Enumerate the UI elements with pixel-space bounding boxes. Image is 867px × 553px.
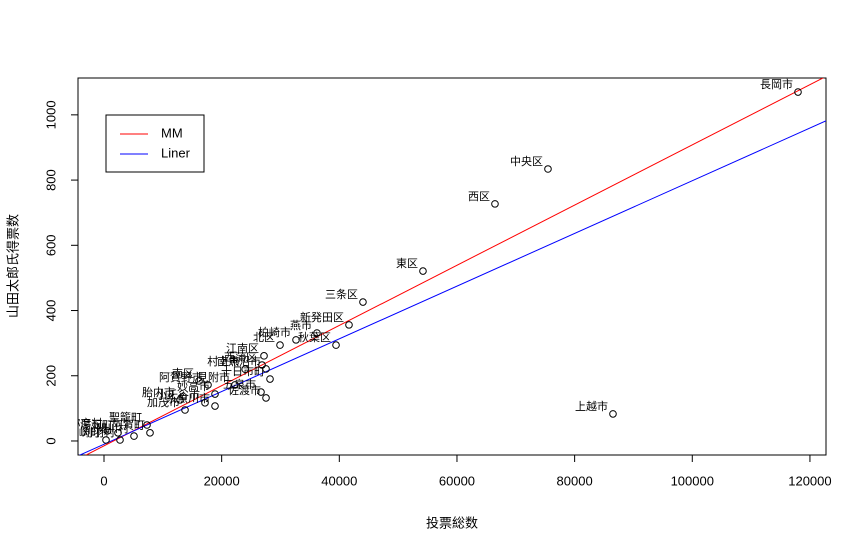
x-tick-label: 20000 bbox=[204, 473, 240, 488]
point-label: 糸魚川市 bbox=[166, 391, 210, 405]
point-label: 妙高市 bbox=[177, 379, 210, 393]
point-label: 上越市 bbox=[575, 399, 608, 413]
point bbox=[359, 298, 367, 306]
x-tick-label: 0 bbox=[100, 473, 107, 488]
point bbox=[491, 200, 499, 208]
legend-box bbox=[105, 114, 205, 173]
point-label: 西区 bbox=[468, 191, 490, 203]
x-tick-label: 120000 bbox=[788, 473, 831, 488]
point-label: 阿賀町 bbox=[112, 419, 145, 432]
fit-line bbox=[78, 120, 826, 455]
point bbox=[130, 432, 138, 440]
point-label: 柏崎市 bbox=[258, 325, 291, 339]
point bbox=[241, 365, 249, 374]
point bbox=[116, 436, 124, 444]
point bbox=[143, 421, 151, 429]
point-label: 加茂市 bbox=[147, 395, 180, 409]
point bbox=[146, 429, 154, 437]
point bbox=[231, 381, 239, 389]
point-label: 東区 bbox=[396, 257, 418, 270]
point bbox=[201, 399, 209, 407]
point-label: 刈羽村 bbox=[82, 425, 115, 439]
point bbox=[313, 329, 321, 337]
x-tick-label: 40000 bbox=[321, 473, 357, 488]
point-label: 十日市町 bbox=[221, 364, 265, 378]
point bbox=[266, 375, 274, 383]
y-tick-label: 400 bbox=[43, 300, 58, 322]
y-tick-label: 1000 bbox=[43, 100, 58, 129]
point bbox=[195, 377, 203, 385]
point-label: 胎内市 bbox=[142, 385, 175, 399]
point-label: 五泉市 bbox=[223, 377, 256, 391]
point-label: 弥彦村 bbox=[70, 416, 103, 430]
plot-frame bbox=[77, 77, 827, 456]
y-tick-label: 0 bbox=[43, 437, 58, 444]
point bbox=[609, 410, 617, 418]
point bbox=[276, 341, 284, 349]
point-label: 佐渡市 bbox=[228, 383, 261, 397]
point-label: 湯沢町 bbox=[80, 418, 113, 432]
point-label: 南魚沼市 bbox=[217, 354, 261, 368]
y-tick-label: 600 bbox=[43, 234, 58, 256]
point-label: 新発田区 bbox=[300, 310, 344, 324]
point bbox=[544, 165, 552, 173]
point-label: 長岡市 bbox=[760, 77, 793, 91]
point-label: 燕市 bbox=[290, 318, 312, 332]
point-label: 見附市 bbox=[197, 370, 230, 384]
x-tick-label: 80000 bbox=[557, 473, 593, 488]
point bbox=[260, 352, 268, 360]
point bbox=[211, 402, 219, 410]
point bbox=[103, 427, 112, 435]
point bbox=[794, 88, 802, 96]
point-label: 西蒲区 bbox=[224, 350, 257, 364]
point-label: 阿賀野市 bbox=[159, 370, 203, 384]
point bbox=[102, 436, 110, 444]
point-label: 聖籠町 bbox=[109, 410, 142, 424]
point-label: 秋葉区 bbox=[298, 330, 331, 344]
point bbox=[114, 429, 122, 437]
point bbox=[419, 267, 427, 275]
point-label: 出雲崎町 bbox=[57, 425, 101, 439]
point bbox=[176, 396, 184, 404]
y-tick-label: 800 bbox=[43, 169, 58, 191]
point bbox=[258, 361, 266, 369]
point bbox=[262, 394, 270, 402]
point bbox=[181, 406, 189, 414]
point bbox=[204, 381, 212, 389]
legend-label: MM bbox=[161, 125, 183, 140]
point-label: 関川村 bbox=[96, 421, 129, 435]
point-label: 小千谷市 bbox=[156, 388, 200, 402]
x-axis-title: 投票総数 bbox=[426, 515, 478, 530]
point bbox=[332, 341, 340, 349]
point-label: 村上市 bbox=[207, 354, 240, 368]
point-label: 江南区 bbox=[226, 342, 259, 355]
x-tick-label: 100000 bbox=[671, 473, 714, 488]
y-axis-title: 山田太郎氏得票数 bbox=[5, 214, 20, 318]
y-tick-label: 200 bbox=[43, 365, 58, 387]
point bbox=[211, 390, 219, 398]
point bbox=[262, 365, 270, 373]
point-label: 北区 bbox=[253, 331, 275, 344]
legend-label: Liner bbox=[161, 145, 191, 160]
point-label: 中央区 bbox=[510, 155, 543, 168]
point-label: 三条区 bbox=[325, 287, 358, 301]
x-tick-label: 60000 bbox=[439, 473, 475, 488]
point bbox=[257, 388, 265, 396]
point bbox=[292, 336, 300, 344]
point bbox=[345, 321, 353, 329]
fit-line bbox=[85, 78, 825, 455]
point-label: 南区 bbox=[172, 367, 194, 380]
